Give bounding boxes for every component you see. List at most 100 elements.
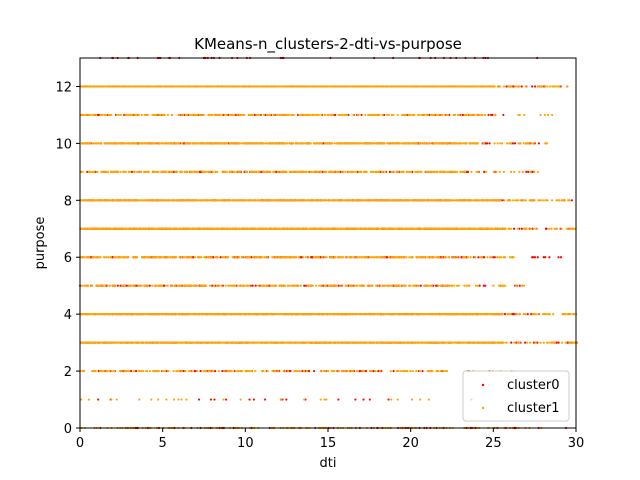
data-point-cluster1 bbox=[464, 256, 467, 259]
data-point-cluster0 bbox=[319, 256, 322, 259]
data-point-cluster1 bbox=[196, 199, 199, 202]
data-point-cluster0 bbox=[148, 284, 151, 287]
data-point-cluster1 bbox=[216, 313, 220, 316]
data-point-cluster1 bbox=[406, 369, 409, 373]
data-point-cluster1 bbox=[113, 284, 116, 287]
data-point-cluster1 bbox=[152, 313, 155, 316]
data-point-cluster1 bbox=[105, 256, 108, 259]
data-point-cluster1 bbox=[444, 341, 448, 344]
data-point-cluster1 bbox=[418, 369, 421, 373]
data-point-cluster1 bbox=[277, 369, 280, 373]
data-point-cluster0 bbox=[486, 142, 489, 145]
data-point-cluster1 bbox=[428, 341, 431, 344]
data-point-cluster1 bbox=[101, 369, 105, 373]
data-point-cluster1 bbox=[532, 227, 535, 230]
data-point-cluster1 bbox=[312, 341, 315, 344]
data-point-cluster1 bbox=[277, 313, 280, 316]
data-point-cluster1 bbox=[199, 284, 203, 287]
data-point-cluster1 bbox=[518, 313, 521, 316]
data-point-cluster0 bbox=[214, 369, 217, 373]
data-point-cluster0 bbox=[263, 398, 267, 401]
data-point-cluster1 bbox=[263, 284, 266, 287]
data-point-cluster0 bbox=[197, 398, 201, 401]
data-point-cluster0 bbox=[545, 227, 548, 230]
data-point-cluster1 bbox=[566, 227, 569, 230]
data-point-cluster1 bbox=[161, 369, 164, 373]
data-point-cluster0 bbox=[213, 398, 216, 401]
data-point-cluster1 bbox=[390, 170, 394, 173]
data-point-cluster1 bbox=[140, 284, 143, 287]
data-point-cluster1 bbox=[248, 256, 251, 259]
data-point-cluster1 bbox=[360, 284, 364, 287]
data-point-cluster1 bbox=[117, 170, 120, 173]
data-point-cluster1 bbox=[93, 170, 96, 173]
data-point-cluster1 bbox=[573, 313, 576, 316]
data-point-cluster1 bbox=[218, 284, 221, 287]
data-point-cluster1 bbox=[418, 341, 421, 344]
data-point-cluster1 bbox=[337, 313, 340, 316]
data-point-cluster1 bbox=[113, 369, 116, 373]
data-point-cluster1 bbox=[534, 341, 537, 344]
data-point-cluster1 bbox=[526, 341, 529, 344]
data-point-cluster1 bbox=[306, 341, 309, 344]
data-point-cluster1 bbox=[119, 170, 122, 173]
data-point-cluster1 bbox=[140, 313, 143, 316]
series-cluster1-row bbox=[80, 284, 526, 287]
data-point-cluster1 bbox=[260, 199, 263, 202]
data-point-cluster0 bbox=[125, 284, 128, 287]
data-point-cluster1 bbox=[474, 256, 477, 259]
data-point-cluster0 bbox=[386, 256, 389, 259]
data-point-cluster1 bbox=[437, 313, 440, 316]
data-point-cluster1 bbox=[215, 284, 218, 287]
data-point-cluster1 bbox=[173, 284, 177, 287]
data-point-cluster1 bbox=[295, 256, 298, 259]
data-point-cluster1 bbox=[239, 398, 242, 401]
data-point-cluster1 bbox=[89, 313, 93, 316]
data-point-cluster1 bbox=[200, 256, 203, 259]
data-point-cluster0 bbox=[194, 369, 197, 373]
data-point-cluster1 bbox=[409, 170, 413, 173]
data-point-cluster1 bbox=[148, 256, 152, 259]
data-point-cluster0 bbox=[513, 142, 517, 145]
data-point-cluster0 bbox=[501, 199, 504, 202]
data-point-cluster1 bbox=[432, 256, 435, 259]
data-point-cluster1 bbox=[329, 313, 332, 316]
data-point-cluster1 bbox=[431, 369, 434, 373]
data-point-cluster1 bbox=[321, 341, 324, 344]
data-point-cluster0 bbox=[248, 398, 251, 401]
data-point-cluster1 bbox=[209, 369, 212, 373]
data-point-cluster1 bbox=[344, 256, 347, 259]
data-point-cluster1 bbox=[519, 199, 522, 202]
data-point-cluster1 bbox=[504, 284, 507, 287]
data-point-cluster1 bbox=[334, 256, 337, 259]
data-point-cluster1 bbox=[457, 284, 460, 287]
data-point-cluster0 bbox=[555, 341, 558, 344]
data-point-cluster1 bbox=[546, 313, 549, 316]
data-point-cluster0 bbox=[520, 227, 523, 230]
data-point-cluster1 bbox=[246, 284, 249, 287]
data-point-cluster1 bbox=[292, 256, 295, 259]
data-point-cluster0 bbox=[212, 256, 215, 259]
data-point-cluster1 bbox=[441, 256, 444, 259]
data-point-cluster1 bbox=[324, 369, 327, 373]
data-point-cluster0 bbox=[512, 227, 516, 230]
data-point-cluster1 bbox=[198, 341, 201, 344]
data-point-cluster1 bbox=[313, 170, 316, 173]
data-point-cluster1 bbox=[287, 284, 291, 287]
data-point-cluster1 bbox=[134, 341, 137, 344]
data-point-cluster1 bbox=[184, 341, 187, 344]
data-point-cluster1 bbox=[288, 170, 291, 173]
data-point-cluster1 bbox=[121, 284, 124, 287]
data-point-cluster0 bbox=[484, 284, 487, 287]
data-point-cluster1 bbox=[506, 313, 509, 316]
data-point-cluster0 bbox=[478, 284, 481, 287]
data-point-cluster1 bbox=[351, 369, 355, 373]
data-point-cluster1 bbox=[120, 369, 123, 373]
data-point-cluster1 bbox=[411, 369, 414, 373]
data-point-cluster1 bbox=[369, 256, 372, 259]
data-point-cluster1 bbox=[165, 170, 168, 173]
data-point-cluster1 bbox=[172, 256, 175, 259]
data-point-cluster1 bbox=[451, 256, 454, 259]
data-point-cluster1 bbox=[171, 341, 174, 344]
data-point-cluster1 bbox=[384, 284, 387, 287]
